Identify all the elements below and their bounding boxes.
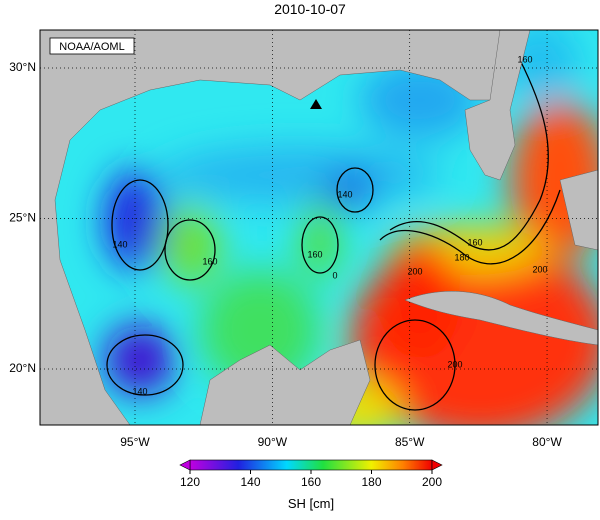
contour-label: 200 xyxy=(447,359,462,369)
contour-label: 160 xyxy=(307,249,322,259)
contour-label: 160 xyxy=(202,256,217,266)
lon-label: 95°W xyxy=(120,435,150,449)
sea-height-field xyxy=(40,30,598,425)
lon-label: 80°W xyxy=(532,435,562,449)
lon-label: 85°W xyxy=(395,435,425,449)
credit-box xyxy=(49,37,135,55)
lon-label: 90°W xyxy=(258,435,288,449)
marker xyxy=(310,99,322,109)
lat-label: 25°N xyxy=(9,211,36,225)
contour-label: 140 xyxy=(132,386,147,396)
colorbar-label: SH [cm] xyxy=(288,496,334,511)
contour-label: 180 xyxy=(454,252,469,262)
contour-label: 160 xyxy=(467,237,482,247)
contour-label: 160 xyxy=(517,54,532,64)
map-frame xyxy=(39,29,599,426)
credit: NOAA/AOML xyxy=(59,41,124,53)
colorbar-tick-label: 200 xyxy=(422,475,442,489)
lat-label: 30°N xyxy=(9,60,36,74)
colorbar-tick-label: 140 xyxy=(240,475,260,489)
contour-label: 0 xyxy=(332,270,337,280)
colorbar-tick-label: 120 xyxy=(180,475,200,489)
contour-label: 200 xyxy=(532,264,547,274)
colorbar-tick-label: 180 xyxy=(361,475,381,489)
contour-label: 200 xyxy=(407,266,422,276)
contour-label: 140 xyxy=(112,239,127,249)
lat-label: 20°N xyxy=(9,361,36,375)
contour-label: 140 xyxy=(337,189,352,199)
title: 2010-10-07 xyxy=(274,1,346,17)
colorbar-low-arrow xyxy=(179,459,191,471)
colorbar xyxy=(189,459,433,471)
colorbar-high-arrow xyxy=(431,459,443,471)
land xyxy=(40,30,598,425)
colorbar-tick-label: 160 xyxy=(301,475,321,489)
